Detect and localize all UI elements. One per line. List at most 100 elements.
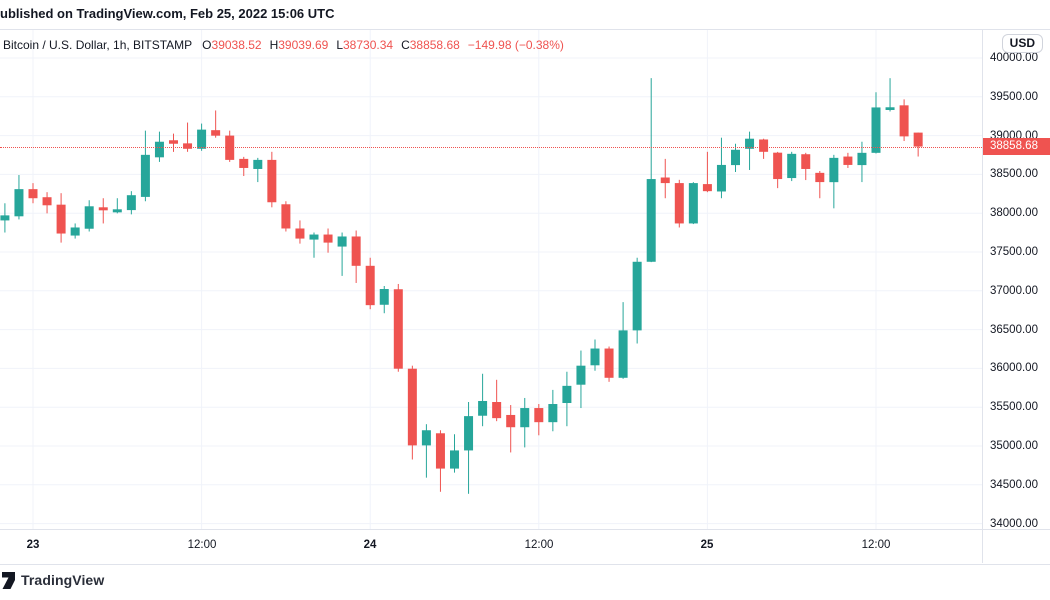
candle — [534, 404, 544, 436]
candle — [604, 346, 614, 382]
candle — [843, 152, 853, 168]
time-tick-label: 25 — [700, 539, 714, 551]
tradingview-logo-text: TradingView — [21, 572, 105, 588]
candle — [688, 182, 698, 225]
candle — [28, 183, 38, 204]
candle — [773, 151, 783, 189]
ohlc-o: O39038.52 — [202, 38, 262, 52]
symbol-title: Bitcoin / U.S. Dollar, 1h, BITSTAMP — [3, 38, 193, 52]
candle — [393, 283, 403, 372]
time-axis[interactable]: 23 12:00 24 12:00 25 12:00 — [0, 529, 1050, 564]
candle — [14, 175, 24, 220]
candle — [548, 389, 558, 432]
candle — [154, 131, 164, 162]
publish-caption: ublished on TradingView.com, Feb 25, 202… — [0, 6, 335, 21]
price-change: −149.98 (−0.38%) — [467, 38, 564, 52]
candle — [183, 122, 193, 152]
candle — [42, 192, 52, 214]
candlestick-chart[interactable] — [0, 30, 982, 529]
candle — [787, 151, 797, 182]
price-tick-label: 35500.00 — [990, 401, 1038, 413]
last-price-line — [0, 147, 982, 148]
candle — [450, 434, 459, 473]
last-price-label: 38858.68 — [983, 138, 1050, 155]
price-tick-label: 34000.00 — [990, 518, 1038, 530]
candle — [464, 402, 474, 494]
chart-plot-area[interactable] — [0, 30, 982, 529]
candle — [576, 350, 586, 409]
candle — [309, 232, 319, 258]
tradingview-logo-icon — [0, 571, 15, 589]
symbol-legend: Bitcoin / U.S. Dollar, 1h, BITSTAMP O3903… — [3, 38, 564, 52]
chart-widget: Bitcoin / U.S. Dollar, 1h, BITSTAMP O3903… — [0, 29, 1050, 565]
candle — [84, 200, 94, 232]
axis-corner — [982, 529, 1050, 563]
candle — [646, 78, 656, 263]
candle — [759, 138, 769, 159]
candle — [562, 371, 572, 427]
price-tick-label: 34500.00 — [990, 479, 1038, 491]
candle — [0, 203, 10, 233]
candle — [435, 430, 445, 492]
candle — [478, 373, 488, 427]
candle — [885, 78, 895, 112]
candle — [815, 170, 825, 199]
candle — [660, 158, 670, 199]
candle — [337, 232, 347, 276]
candle — [56, 193, 66, 243]
candle — [801, 152, 811, 181]
candle — [267, 151, 277, 208]
price-tick-label: 37000.00 — [990, 285, 1038, 297]
time-tick-label: 24 — [363, 539, 377, 551]
candle — [899, 99, 909, 142]
candle — [70, 223, 80, 239]
price-tick-label: 35000.00 — [990, 440, 1038, 452]
candle — [211, 110, 221, 138]
price-tick-label: 36000.00 — [990, 362, 1038, 374]
candle — [112, 198, 122, 214]
candle — [421, 424, 431, 478]
candle — [253, 157, 263, 183]
price-tick-label: 38000.00 — [990, 207, 1038, 219]
time-tick-label: 12:00 — [187, 539, 217, 551]
candle — [281, 201, 291, 232]
time-tick-label: 23 — [26, 539, 40, 551]
candle — [618, 302, 628, 379]
price-tick-label: 36500.00 — [990, 324, 1038, 336]
candle — [126, 191, 136, 215]
candle — [295, 220, 305, 244]
candle — [379, 285, 389, 314]
price-tick-label: 39500.00 — [990, 91, 1038, 103]
candle — [365, 257, 375, 310]
candle — [98, 198, 108, 224]
candle — [745, 131, 755, 170]
candle — [323, 228, 333, 253]
time-tick-label: 12:00 — [524, 539, 554, 551]
ohlc-h: H39039.69 — [269, 38, 329, 52]
candle — [169, 133, 178, 152]
candle — [857, 141, 867, 183]
candle — [632, 257, 642, 344]
price-tick-label: 37500.00 — [990, 246, 1038, 258]
price-tick-label: 40000.00 — [990, 52, 1038, 64]
candle — [871, 92, 881, 154]
candle — [731, 143, 740, 172]
candle — [239, 156, 249, 177]
currency-badge: USD — [1001, 34, 1043, 53]
candle — [506, 405, 516, 453]
candle — [140, 130, 150, 202]
price-axis[interactable]: 38858.68 40000.00 39500.00 39000.00 38500.0… — [982, 30, 1050, 530]
price-tick-label: 38500.00 — [990, 168, 1038, 180]
candle — [197, 123, 207, 151]
candle — [674, 179, 684, 228]
ohlc-c: C38858.68 — [401, 38, 460, 52]
candle — [702, 151, 712, 193]
candle — [913, 132, 923, 157]
time-tick-label: 12:00 — [861, 539, 891, 551]
candle — [590, 339, 600, 371]
candle — [351, 230, 361, 283]
tradingview-logo[interactable]: TradingView — [0, 570, 104, 590]
candle — [829, 154, 839, 209]
ohlc-l: L38730.34 — [336, 38, 394, 52]
candle — [407, 365, 417, 460]
